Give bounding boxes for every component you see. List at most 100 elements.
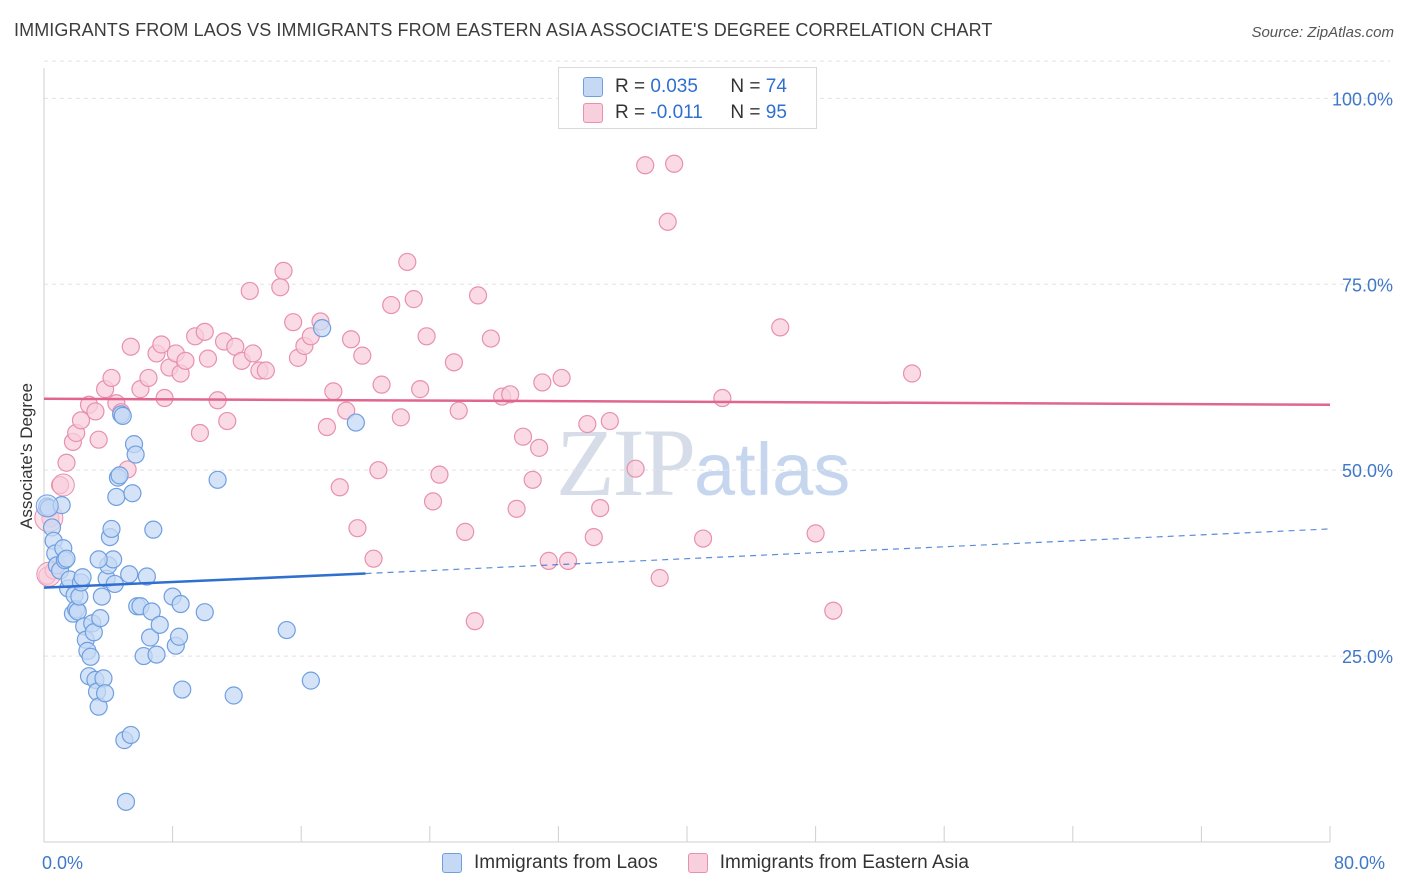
- asia-point: [714, 390, 731, 407]
- laos-point: [97, 685, 114, 702]
- asia-point: [637, 157, 654, 174]
- laos-r-label: R =: [615, 76, 645, 98]
- asia-r-label: R =: [615, 102, 645, 124]
- asia-point: [418, 328, 435, 345]
- laos-point: [171, 628, 188, 645]
- asia-point: [534, 374, 551, 391]
- asia-point: [318, 419, 335, 436]
- asia-point: [392, 409, 409, 426]
- asia-point: [560, 552, 577, 569]
- y-tick-label: 25.0%: [1342, 647, 1393, 667]
- asia-point: [445, 354, 462, 371]
- asia-point: [470, 287, 487, 304]
- laos-point: [117, 793, 134, 810]
- asia-point: [196, 323, 213, 340]
- asia-point: [651, 570, 668, 587]
- asia-point: [177, 352, 194, 369]
- y-tick-label: 75.0%: [1342, 275, 1393, 295]
- laos-point: [93, 588, 110, 605]
- asia-point-cluster: [52, 474, 74, 496]
- laos-trend-line: [44, 574, 366, 588]
- asia-point: [553, 369, 570, 386]
- asia-point: [405, 291, 422, 308]
- laos-point: [145, 521, 162, 538]
- laos-point: [111, 467, 128, 484]
- asia-point: [199, 350, 216, 367]
- asia-point: [695, 530, 712, 547]
- asia-point: [365, 550, 382, 567]
- laos-r-value: 0.035: [650, 76, 730, 98]
- y-tick-labels: 25.0%50.0%75.0%100.0%: [1332, 89, 1393, 667]
- asia-point: [383, 297, 400, 314]
- asia-point: [825, 602, 842, 619]
- laos-point: [172, 596, 189, 613]
- asia-point: [244, 345, 261, 362]
- asia-point: [601, 413, 618, 430]
- asia-point: [370, 462, 387, 479]
- asia-point: [508, 500, 525, 517]
- asia-point: [627, 460, 644, 477]
- legend-swatch-asia: [688, 853, 708, 873]
- asia-point: [904, 365, 921, 382]
- asia-point: [399, 253, 416, 270]
- laos-point: [121, 566, 138, 583]
- laos-point: [103, 520, 120, 537]
- asia-n-value: 95: [766, 102, 787, 124]
- laos-point: [90, 551, 107, 568]
- asia-point: [275, 262, 292, 279]
- trend-lines: [44, 399, 1330, 588]
- asia-point: [343, 331, 360, 348]
- asia-point: [191, 424, 208, 441]
- asia-point: [219, 413, 236, 430]
- laos-point: [196, 604, 213, 621]
- axes: [44, 68, 1330, 842]
- asia-point: [412, 381, 429, 398]
- legend-item-laos[interactable]: Immigrants from Laos: [442, 852, 658, 874]
- asia-point: [90, 431, 107, 448]
- laos-point: [151, 616, 168, 633]
- asia-point: [285, 314, 302, 331]
- asia-point: [659, 213, 676, 230]
- asia-point: [122, 338, 139, 355]
- y-axis-label: Associate's Degree: [17, 383, 37, 529]
- laos-n-label: N =: [730, 76, 760, 98]
- laos-point: [82, 648, 99, 665]
- laos-point: [122, 726, 139, 743]
- laos-swatch: [583, 77, 603, 97]
- asia-point: [585, 529, 602, 546]
- laos-point: [108, 488, 125, 505]
- laos-point: [127, 446, 144, 463]
- asia-point: [331, 479, 348, 496]
- asia-point: [58, 454, 75, 471]
- series-legend: Immigrants from Laos Immigrants from Eas…: [442, 852, 999, 874]
- asia-point: [156, 390, 173, 407]
- asia-point: [524, 471, 541, 488]
- asia-point: [466, 613, 483, 630]
- laos-point: [148, 646, 165, 663]
- laos-point: [314, 320, 331, 337]
- asia-point: [531, 439, 548, 456]
- asia-point: [272, 279, 289, 296]
- stats-legend-row-asia: R = -0.011 N = 95: [583, 100, 787, 126]
- stats-legend: R = 0.035 N = 74 R = -0.011 N = 95: [558, 67, 817, 129]
- asia-point: [592, 500, 609, 517]
- asia-point: [425, 493, 442, 510]
- laos-trend-extension: [366, 529, 1331, 574]
- laos-point: [92, 610, 109, 627]
- laos-point: [114, 407, 131, 424]
- legend-item-asia[interactable]: Immigrants from Eastern Asia: [688, 852, 969, 874]
- asia-point: [140, 369, 157, 386]
- laos-point: [278, 622, 295, 639]
- legend-label-asia: Immigrants from Eastern Asia: [720, 852, 969, 874]
- asia-point: [87, 403, 104, 420]
- asia-point: [373, 376, 390, 393]
- laos-point: [174, 681, 191, 698]
- laos-point: [74, 569, 91, 586]
- asia-point: [666, 155, 683, 172]
- legend-swatch-laos: [442, 853, 462, 873]
- asia-point: [103, 369, 120, 386]
- y-tick-label: 100.0%: [1332, 89, 1393, 109]
- laos-point: [209, 471, 226, 488]
- asia-point: [807, 525, 824, 542]
- asia-point: [431, 466, 448, 483]
